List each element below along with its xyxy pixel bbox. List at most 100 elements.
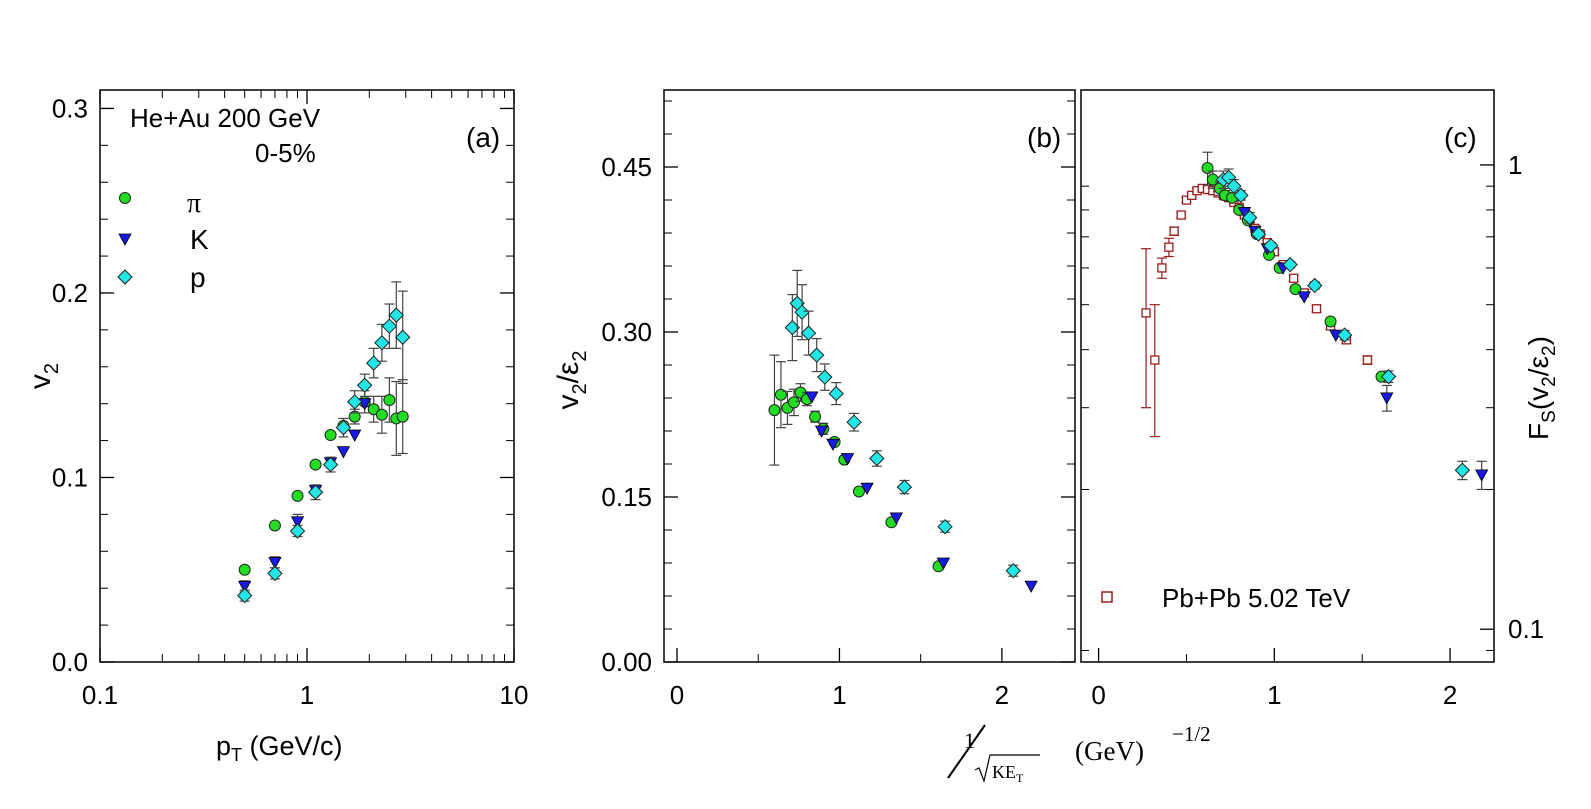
data-point [1454, 462, 1471, 478]
fraction-numerator: 1 [964, 728, 975, 753]
data-point [808, 347, 825, 363]
legend-c: Pb+Pb 5.02 TeV [1101, 583, 1351, 613]
legend-marker-proton [117, 269, 133, 285]
data-point [814, 425, 829, 438]
data-point [1307, 277, 1323, 294]
data-point [1250, 226, 1267, 242]
y-axis-label-c: FS(v2/ε2) [1523, 336, 1560, 440]
x-tick-label: 2 [1443, 680, 1457, 710]
data-point [1282, 256, 1298, 273]
fraction-denominator: KET [992, 762, 1024, 785]
data-point [768, 404, 781, 417]
data-point [1242, 209, 1258, 226]
data-point [1380, 368, 1397, 385]
data-point [840, 453, 855, 466]
series-pb-pb-5-02-tev [1141, 183, 1373, 438]
series-p [784, 269, 1021, 579]
data-point [1169, 226, 1179, 236]
x-tick-label: 0 [1091, 680, 1105, 710]
x-tick-label: 0 [670, 680, 684, 710]
data-point [268, 556, 282, 570]
data-point [1324, 315, 1337, 328]
data-point [1150, 355, 1160, 365]
x-tick-label: 0.1 [82, 680, 118, 710]
data-point [289, 523, 306, 539]
sqrt-sign [974, 754, 1040, 784]
panel-a: 0.1 1 100.00.10.20.3 (a) He+Au 200 GeV 0-5… [24, 89, 529, 765]
y-tick-label: 0.30 [601, 317, 652, 347]
data-layer-b [768, 269, 1038, 593]
data-point [889, 512, 903, 525]
series-p [1215, 168, 1471, 481]
axis-ticks-c: 0 1 2 0.1 1 [1081, 150, 1544, 710]
data-point [1362, 355, 1373, 365]
y-tick-label: 0.2 [52, 278, 88, 308]
data-point [1475, 469, 1489, 482]
data-point [367, 403, 380, 416]
axis-ticks-b: 0 1 2 0.00 0.15 0.30 0.45 [601, 100, 1075, 710]
y-axis-label-b: v2/ε2 [552, 351, 591, 410]
data-point [936, 557, 951, 570]
legend-marker-pbpb [1101, 591, 1113, 603]
data-point [805, 391, 819, 404]
data-point [896, 479, 913, 495]
data-point [846, 414, 862, 430]
data-point [268, 519, 281, 532]
x-axis-exponent: −1/2 [1172, 722, 1211, 746]
data-point [860, 482, 874, 496]
data-point [1181, 195, 1192, 205]
y-tick-label: 0.1 [1508, 614, 1544, 644]
legend-marker-kaon [118, 233, 132, 246]
data-point [1201, 161, 1214, 174]
data-point [336, 446, 351, 459]
data-point [322, 456, 339, 473]
x-tick-label: 1 [832, 680, 846, 710]
annotation-collision-system: He+Au 200 GeV [130, 103, 321, 133]
x-axis-label-a: pT (GeV/c) [216, 731, 343, 765]
data-point [267, 565, 283, 582]
data-point [1311, 304, 1322, 314]
y-tick-label: 0.45 [601, 152, 652, 182]
annotation-centrality: 0-5% [255, 138, 316, 168]
data-point [852, 485, 865, 498]
data-point [1289, 273, 1299, 283]
data-point [1164, 242, 1174, 252]
y-tick-label: 0.15 [601, 482, 652, 512]
data-point [346, 394, 363, 410]
data-point [800, 325, 817, 341]
plot-frame-a [99, 89, 515, 663]
data-point [1176, 210, 1186, 220]
data-point [309, 458, 322, 471]
data-point [1297, 291, 1311, 304]
axis-ticks-a: 0.1 1 100.00.10.20.3 [52, 90, 529, 710]
data-point [324, 429, 337, 442]
data-point [291, 489, 304, 502]
data-point [356, 377, 373, 393]
x-tick-label: 1 [1267, 680, 1281, 710]
plot-frame-b [663, 89, 1076, 663]
legend-a: π K p [117, 188, 209, 293]
panel-b: 0 1 2 0.00 0.15 0.30 0.45 (b) v2/ε2 [552, 89, 1076, 710]
data-point [238, 563, 251, 576]
data-point [1226, 178, 1242, 194]
data-point [794, 304, 810, 320]
fraction-slash [947, 724, 986, 779]
y-tick-label: 0.1 [52, 462, 88, 492]
data-point [388, 307, 404, 323]
data-point [381, 318, 398, 334]
x-tick-label: 1 [300, 680, 314, 710]
x-tick-label: 10 [500, 680, 529, 710]
legend-marker-pion [119, 192, 131, 204]
series-p [236, 281, 411, 604]
series-- [238, 377, 409, 576]
data-point [374, 335, 390, 351]
legend-label-pbpb: Pb+Pb 5.02 TeV [1162, 583, 1351, 613]
plot-frame-c [1080, 89, 1495, 663]
data-point [365, 355, 382, 371]
data-point [1005, 562, 1021, 579]
panel-label-c: (c) [1444, 122, 1477, 153]
data-point [1263, 237, 1279, 254]
data-point [290, 516, 305, 529]
data-point [236, 587, 253, 604]
